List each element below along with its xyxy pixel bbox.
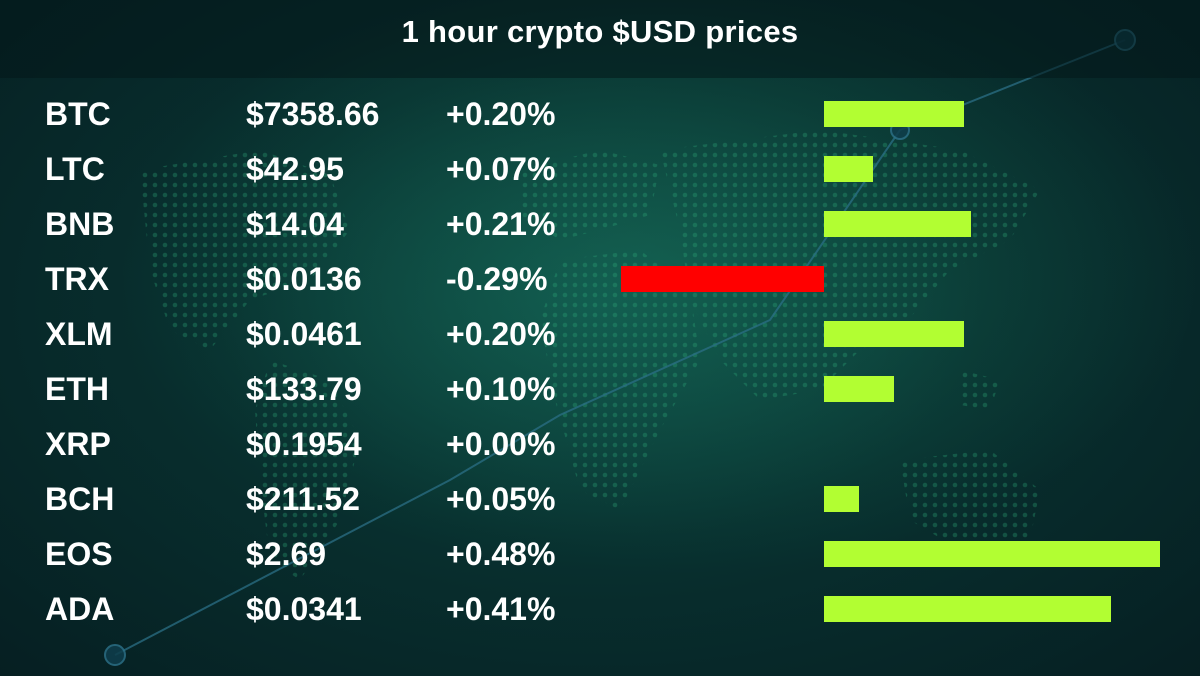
coin-row-eos: EOS $2.69 +0.48% — [0, 527, 1200, 582]
coin-row-xrp: XRP $0.1954 +0.00% — [0, 417, 1200, 472]
coin-row-trx: TRX $0.0136 -0.29% — [0, 252, 1200, 307]
coin-symbol: BNB — [45, 206, 115, 242]
coin-change-label: +0.20% — [446, 96, 556, 132]
change-bar-bch — [824, 486, 859, 512]
change-bar-bnb — [824, 211, 971, 237]
coin-change-label: +0.00% — [446, 426, 556, 462]
coin-symbol: BTC — [45, 96, 111, 132]
coin-symbol: EOS — [45, 536, 113, 572]
coin-price: $133.79 — [246, 371, 362, 407]
coin-symbol: XLM — [45, 316, 113, 352]
coin-symbol: ADA — [45, 591, 115, 627]
coin-row-ltc: LTC $42.95 +0.07% — [0, 142, 1200, 197]
change-bar-eth — [824, 376, 894, 402]
coin-price: $2.69 — [246, 536, 327, 572]
coin-row-eth: ETH $133.79 +0.10% — [0, 362, 1200, 417]
coin-price: $0.0136 — [246, 261, 362, 297]
change-bar-xlm — [824, 321, 964, 347]
coin-change-label: +0.48% — [446, 536, 556, 572]
coin-symbol: BCH — [45, 481, 115, 517]
coin-price: $211.52 — [246, 481, 360, 517]
change-bar-trx — [621, 266, 824, 292]
chart-title: 1 hour crypto $USD prices — [401, 14, 799, 49]
coin-change-label: +0.21% — [446, 206, 556, 242]
coin-change-label: +0.07% — [446, 151, 556, 187]
coin-row-xlm: XLM $0.0461 +0.20% — [0, 307, 1200, 362]
coin-price: $14.04 — [246, 206, 344, 242]
coin-price: $7358.66 — [246, 96, 380, 132]
change-bar-btc — [824, 101, 964, 127]
coin-symbol: XRP — [45, 426, 111, 462]
title-bar — [0, 0, 1200, 78]
coin-row-bnb: BNB $14.04 +0.21% — [0, 197, 1200, 252]
coin-price: $0.0341 — [246, 591, 362, 627]
coin-row-ada: ADA $0.0341 +0.41% — [0, 582, 1200, 637]
change-bar-eos — [824, 541, 1160, 567]
coin-row-bch: BCH $211.52 +0.05% — [0, 472, 1200, 527]
coin-change-label: +0.20% — [446, 316, 556, 352]
coin-price: $0.0461 — [246, 316, 362, 352]
coin-symbol: TRX — [45, 261, 109, 297]
world-map-dots — [140, 130, 1040, 580]
change-bar-ada — [824, 596, 1111, 622]
coin-price: $0.1954 — [246, 426, 362, 462]
coin-row-btc: BTC $7358.66 +0.20% — [0, 87, 1200, 142]
coin-price: $42.95 — [246, 151, 344, 187]
coin-change-label: +0.05% — [446, 481, 556, 517]
coin-change-label: +0.10% — [446, 371, 556, 407]
coin-symbol: ETH — [45, 371, 109, 407]
coin-symbol: LTC — [45, 151, 105, 187]
coin-change-label: +0.41% — [446, 591, 556, 627]
change-bar-ltc — [824, 156, 873, 182]
coin-change-label: -0.29% — [446, 261, 548, 297]
